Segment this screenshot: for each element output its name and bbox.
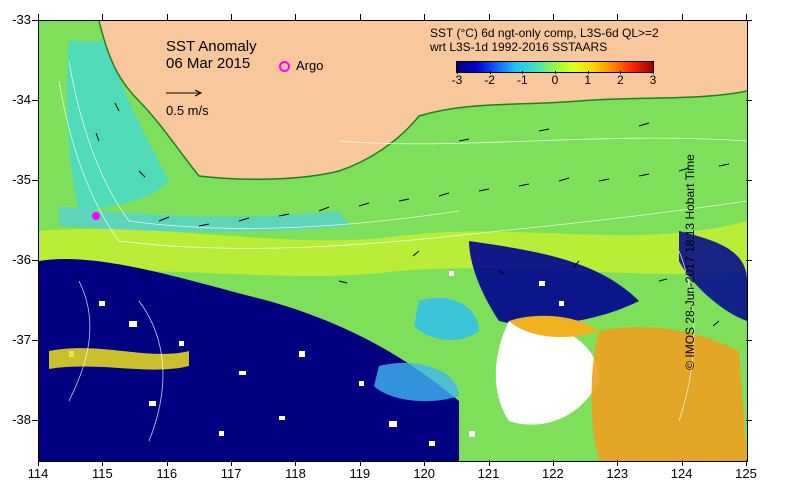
longitude-tick-top (488, 14, 490, 20)
cyan-nearshore (67, 41, 169, 211)
latitude-label: -33 (12, 12, 31, 27)
colorbar-tick (489, 71, 491, 74)
cloud-gap-center (495, 321, 599, 425)
longitude-label: 114 (27, 466, 49, 481)
warm-patch-south (509, 315, 599, 337)
colorbar-tick (522, 71, 524, 74)
latitude-tick (32, 260, 38, 261)
latitude-label: -35 (12, 172, 31, 187)
longitude-tick-top (746, 14, 747, 20)
colorbar-tick-label: -3 (451, 73, 463, 87)
longitude-tick (359, 460, 361, 466)
latitude-tick-right (746, 180, 752, 181)
colorbar-tick (587, 71, 589, 74)
cyan-band (59, 206, 349, 232)
longitude-tick-top (38, 14, 39, 20)
cold-anomaly-west (39, 259, 459, 461)
latitude-label: -38 (12, 412, 31, 427)
latitude-tick-right (746, 260, 752, 261)
longitude-tick-top (552, 14, 554, 20)
longitude-label: 122 (542, 466, 564, 481)
longitude-label: 115 (91, 466, 113, 481)
sst-map-canvas (39, 21, 747, 461)
longitude-tick-top (424, 14, 426, 20)
map-title-block: SST Anomaly 06 Mar 2015 (166, 38, 257, 72)
map-date: 06 Mar 2015 (166, 55, 251, 72)
vector-scale-arrow (166, 89, 203, 97)
longitude-tick (746, 460, 747, 466)
longitude-tick (231, 460, 233, 466)
longitude-tick (617, 460, 619, 466)
argo-float-marker (91, 212, 100, 220)
colorbar-tick (620, 71, 622, 74)
latitude-tick (32, 180, 38, 181)
longitude-label: 124 (670, 466, 693, 481)
longitude-tick (295, 460, 297, 466)
cold-anomaly-center (469, 241, 639, 325)
colorbar-tick-label: -2 (484, 73, 495, 87)
map-title: SST Anomaly (166, 38, 257, 55)
colorbar-tick (653, 71, 654, 74)
latitude-label: -36 (12, 252, 31, 267)
latitude-tick (32, 20, 38, 21)
longitude-label: 116 (156, 466, 178, 481)
sst-title-block: SST (°C) 6d ngt-only comp, L3S-6d QL>=2 … (430, 26, 659, 54)
longitude-tick (102, 460, 104, 466)
longitude-tick (424, 460, 426, 466)
longitude-tick-top (166, 14, 168, 20)
colorbar-tick-label: 2 (616, 73, 624, 87)
sst-title-line1: SST (°C) 6d ngt-only comp, L3S-6d QL>=2 (430, 26, 659, 40)
longitude-tick (166, 460, 168, 466)
latitude-tick-right (746, 20, 752, 21)
longitude-label: 125 (735, 466, 757, 481)
cold-anomaly-east (679, 231, 747, 321)
longitude-tick-top (681, 14, 683, 20)
longitude-tick-top (231, 14, 233, 20)
longitude-label: 117 (220, 466, 242, 481)
colorbar-tick (555, 71, 556, 74)
latitude-label: -37 (12, 332, 31, 347)
latitude-tick-right (746, 340, 752, 341)
longitude-tick-top (617, 14, 619, 20)
cloud-speckles (69, 271, 564, 446)
colorbar-tick-label: -1 (516, 73, 528, 87)
latitude-tick (32, 420, 38, 421)
latitude-label: -34 (12, 92, 31, 107)
cyan-patch-south (374, 362, 459, 402)
longitude-label: 123 (606, 466, 629, 481)
cyan-patch-middle (414, 297, 479, 341)
sst-title-line2: wrt L3S-1d 1992-2016 SSTAARS (430, 40, 608, 54)
colorbar-tick-label: 0 (551, 73, 559, 87)
latitude-tick-right (746, 420, 752, 421)
sst-map (38, 20, 748, 462)
longitude-tick (38, 460, 39, 466)
coastline (98, 21, 747, 181)
latitude-tick (32, 100, 38, 101)
contour-lines (58, 60, 747, 442)
argo-legend-label: Argo (296, 58, 324, 73)
land-mass (99, 21, 747, 180)
colorbar-tick-label: 3 (649, 73, 657, 87)
colorbar-tick (457, 71, 458, 74)
longitude-tick-top (295, 14, 297, 20)
vector-scale-label: 0.5 m/s (166, 103, 209, 118)
longitude-label: 120 (413, 466, 436, 481)
longitude-tick-top (102, 14, 104, 20)
latitude-tick (32, 340, 38, 341)
colorbar-tick-label: 1 (584, 73, 591, 87)
warm-anomaly-southeast (591, 327, 747, 461)
longitude-tick (552, 460, 554, 466)
longitude-label: 119 (349, 466, 371, 481)
longitude-label: 118 (285, 466, 306, 481)
longitude-label: 121 (477, 466, 500, 481)
credit-text: © IMOS 28-Jun-2017 18:13 Hobart Time (683, 154, 697, 370)
argo-legend-marker (279, 61, 290, 72)
longitude-tick-top (359, 14, 361, 20)
longitude-tick (488, 460, 490, 466)
latitude-tick-right (746, 100, 752, 101)
longitude-tick (681, 460, 683, 466)
current-vectors (95, 102, 730, 327)
